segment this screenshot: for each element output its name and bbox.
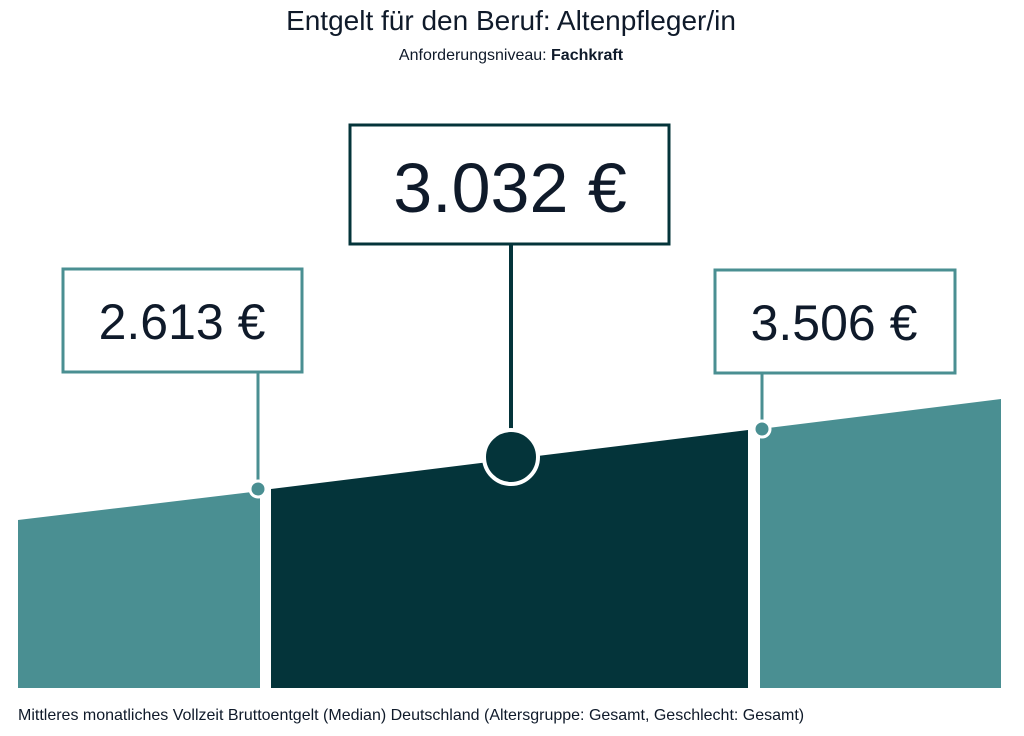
lower-dot — [248, 479, 268, 499]
upper-area — [760, 399, 1001, 688]
upper-value: 3.506 € — [751, 295, 918, 351]
level-label: Anforderungsniveau: — [399, 47, 547, 64]
footnote: Mittleres monatliches Vollzeit Bruttoent… — [18, 707, 804, 724]
lower-value: 2.613 € — [99, 294, 266, 350]
median-box — [348, 123, 671, 246]
lower-box — [61, 267, 304, 374]
median-dot — [482, 428, 540, 486]
median-area — [271, 430, 748, 688]
lower-area — [18, 491, 260, 688]
upper-box — [713, 268, 957, 375]
subtitle: Anforderungsniveau: Fachkraft — [399, 47, 624, 64]
title: Entgelt für den Beruf: Altenpfleger/in — [286, 5, 736, 36]
upper-dot — [752, 419, 772, 439]
level-value: Fachkraft — [551, 47, 624, 64]
median-value: 3.032 € — [393, 149, 627, 227]
